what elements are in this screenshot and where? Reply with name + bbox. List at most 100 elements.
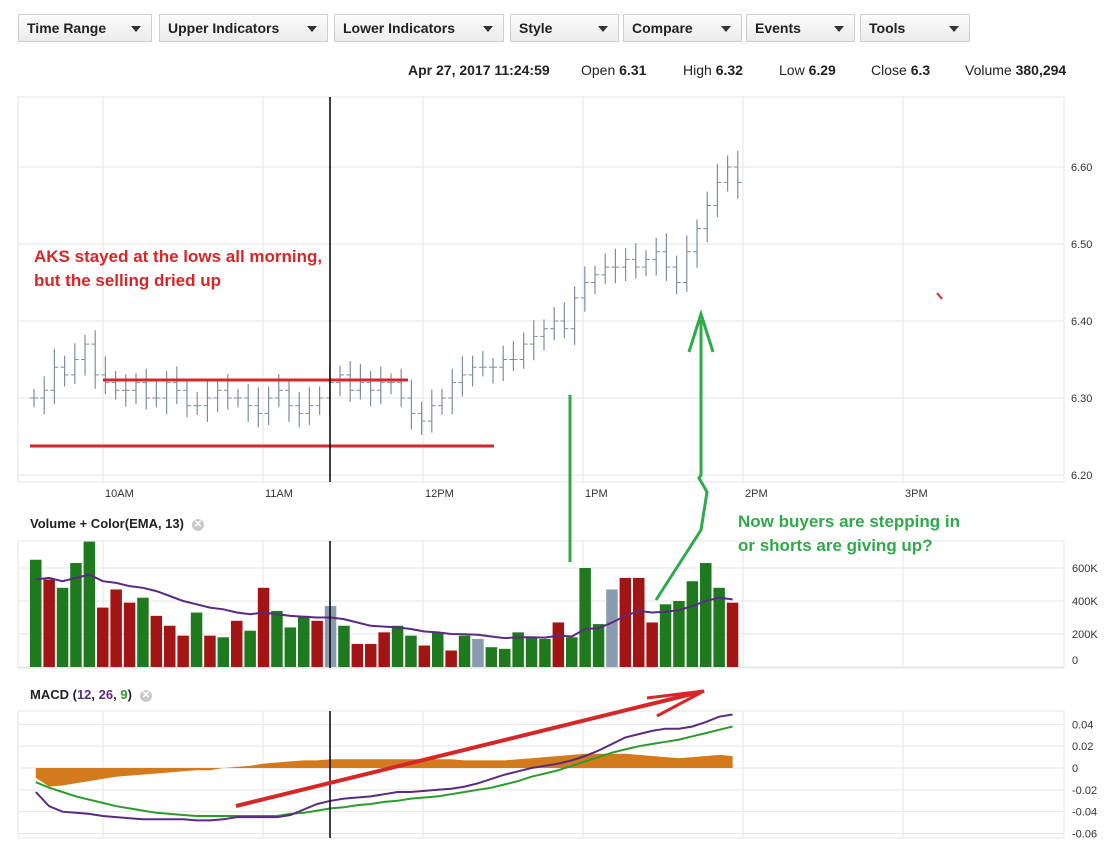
quote-high: High 6.32 (683, 62, 743, 78)
chevron-down-icon (834, 26, 844, 32)
time-tick-label: 1PM (585, 488, 608, 500)
volume-bar (83, 541, 96, 667)
macd-panel-title: MACD (12, 26, 9) ✕ (30, 687, 152, 702)
macd-slow-param: 26 (98, 687, 114, 702)
quote-datetime: Apr 27, 2017 11:24:59 (408, 62, 550, 78)
volume-bar (150, 615, 163, 667)
volume-bar (472, 638, 484, 667)
volume-bar (204, 635, 216, 667)
upper-indicators-menu[interactable]: Upper Indicators (159, 14, 328, 42)
volume-bar (726, 602, 739, 667)
time-tick-label: 10AM (105, 488, 134, 500)
quote-close: Close 6.3 (871, 62, 930, 78)
volume-bar (43, 579, 55, 667)
style-label: Style (519, 20, 553, 36)
macd-signal-param: 9 (120, 687, 128, 702)
annotation-left: AKS stayed at the lows all morning, but t… (34, 247, 323, 290)
volume-bar (70, 563, 82, 667)
compare-label: Compare (632, 20, 693, 36)
price-panel-frame (17, 96, 1065, 483)
volume-panel-title: Volume + Color(EMA, 13) ✕ (30, 516, 204, 531)
price-tick-label: 6.60 (1071, 162, 1092, 174)
high-label: High (683, 62, 712, 78)
price-tick-label: 6.40 (1071, 316, 1092, 328)
volume-bar (432, 632, 444, 667)
time-range-label: Time Range (27, 20, 107, 36)
time-tick-label: 11AM (265, 488, 293, 500)
events-menu[interactable]: Events (746, 14, 855, 42)
volume-bar (713, 587, 725, 667)
time-tick-label: 2PM (745, 488, 768, 500)
volume-bar (512, 632, 524, 667)
volume-bar (499, 648, 511, 667)
volume-bar (137, 597, 149, 667)
volume-bar (298, 615, 310, 667)
volume-bar (338, 625, 350, 667)
volume-bar (579, 568, 591, 667)
time-tick-label: 3PM (905, 488, 928, 500)
volume-bar (673, 601, 685, 667)
red-trend-arrow (235, 690, 701, 808)
lower-indicators-label: Lower Indicators (343, 20, 456, 36)
volume-bar (365, 643, 377, 667)
close-label: Close (871, 62, 907, 78)
annotation-right: Now buyers are stepping in or shorts are … (738, 512, 960, 555)
time-tick-label: 12PM (425, 488, 454, 500)
volume-bar (311, 620, 323, 667)
chevron-down-icon (131, 26, 141, 32)
green-arrow-head (687, 309, 715, 353)
red-arrow-head (646, 689, 705, 718)
volume-tick-label: 0 (1072, 655, 1078, 667)
lower-indicators-menu[interactable]: Lower Indicators (334, 14, 504, 42)
volume-tick-label: 400K (1072, 596, 1098, 608)
volume-bar (231, 620, 243, 667)
price-tick-label: 6.30 (1071, 393, 1092, 405)
chevron-down-icon (307, 26, 317, 32)
style-menu[interactable]: Style (510, 14, 619, 42)
volume-tick-label: 200K (1072, 629, 1098, 641)
volume-panel-frame (17, 540, 1065, 669)
volume-bar (56, 587, 69, 667)
close-icon[interactable]: ✕ (191, 519, 204, 531)
macd-panel-frame (17, 710, 1065, 839)
time-range-menu[interactable]: Time Range (18, 14, 152, 42)
volume-bar (445, 650, 457, 667)
volume-bar (539, 638, 551, 667)
volume-bar (271, 610, 283, 667)
volume-value: 380,294 (1015, 62, 1067, 78)
volume-bar (97, 607, 109, 667)
macd-tick-label: 0.02 (1072, 741, 1093, 753)
open-label: Open (581, 62, 616, 78)
macd-signal-line (35, 725, 733, 817)
quote-low: Low 6.29 (779, 62, 836, 78)
volume-bar (284, 627, 297, 667)
quote-volume: Volume 380,294 (965, 62, 1066, 78)
high-value: 6.32 (715, 62, 743, 78)
green-annotation-arrow (654, 320, 709, 601)
low-value: 6.29 (808, 62, 836, 78)
tools-menu[interactable]: Tools (860, 14, 970, 42)
open-value: 6.31 (619, 62, 647, 78)
volume-bar (405, 635, 417, 667)
volume-ema-line (35, 573, 733, 640)
volume-bar (525, 637, 538, 667)
close-icon[interactable]: ✕ (139, 690, 152, 702)
compare-menu[interactable]: Compare (623, 14, 742, 42)
volume-bar (686, 581, 699, 667)
macd-tick-label: -0.06 (1072, 829, 1097, 841)
volume-bar (633, 577, 645, 667)
volume-bar (30, 559, 42, 667)
volume-bar (700, 563, 712, 667)
volume-bar (606, 589, 618, 667)
macd-tick-label: 0 (1072, 763, 1078, 775)
volume-bar (592, 624, 605, 667)
macd-tick-label: -0.02 (1072, 785, 1097, 797)
price-tick-label: 6.20 (1071, 470, 1092, 482)
volume-bar (190, 612, 203, 667)
quote-open: Open 6.31 (581, 62, 646, 78)
volume-bar (123, 602, 136, 667)
volume-bar (659, 604, 672, 667)
chevron-down-icon (483, 26, 493, 32)
chevron-down-icon (598, 26, 608, 32)
